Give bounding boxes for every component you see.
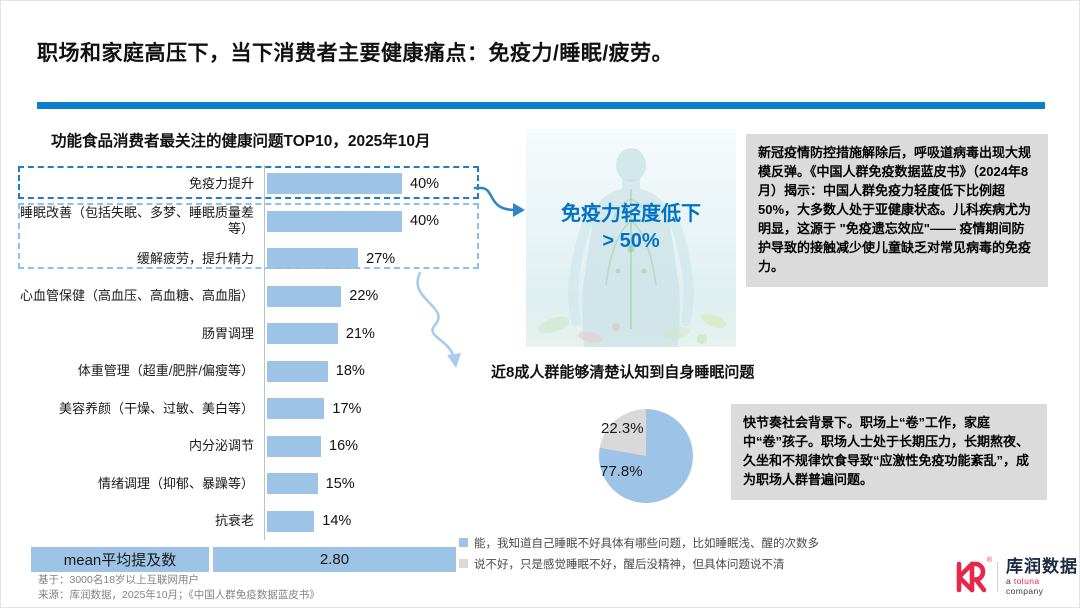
pie-chart-title: 近8成人群能够清楚认知到自身睡眠问题 [491,364,755,381]
human-silhouette-icon [538,148,727,347]
mean-row-value: 2.80 [213,547,456,572]
arrow-to-hero-icon [473,186,525,217]
bar-value-label: 18% [335,363,365,380]
bar-category-label: 缓解疲劳，提升精力 [136,250,254,266]
bar-row: 体重管理（超重/肥胖/偏瘦等） 18% [19,352,479,390]
hero-caption-line1: 免疫力轻度低下 [561,203,701,225]
bar-track: 21% [264,315,479,353]
callout-lifestyle: 快节奏社会背景下。职场上“卷”工作，家庭中“卷”孩子。职场人士处于长期压力，长期… [731,404,1047,500]
bar [267,398,325,420]
bar-row: 免疫力提升 40% [19,165,479,203]
logo-subtitle: a toluna company [1006,576,1079,596]
bar-track: 27% [264,240,479,278]
bar-row: 睡眠改善（包括失眠、多梦、睡眠质量差等） 40% [19,202,479,240]
bar-track: 22% [264,277,479,315]
logo-subtitle-suffix: company [1006,586,1044,597]
bar-track: 18% [264,352,479,390]
bar-rows: 免疫力提升 40% 睡眠改善（包括失眠、多梦、睡眠质量差等） 40% 缓解疲劳，提升精力… [19,165,479,540]
kurun-logo: ® 库润数据 a toluna company [951,557,1079,597]
bar-category-label: 体重管理（超重/肥胖/偏瘦等） [77,363,254,379]
legend-item: 说不好，只是感觉睡眠不好，醒后没精神，但具体问题说不清 [459,553,819,574]
bar-track: 14% [264,502,479,540]
bar-value-label: 22% [349,288,379,305]
bar-value-label: 15% [325,475,355,492]
title-divider [37,102,1045,109]
bar-track: 40% [264,202,479,240]
mean-row: mean平均提及数 2.80 [31,547,456,572]
bar-row: 情绪调理（抑郁、暴躁等） 15% [19,465,479,503]
logo-subtitle-prefix: a [1006,576,1014,587]
bar-value-label: 21% [345,325,375,342]
hero-caption: 免疫力轻度低下 > 50% [526,201,736,255]
bar-row: 肠胃调理 21% [19,315,479,353]
bar [267,173,402,195]
hero-caption-line2: > 50% [602,230,660,252]
bar-category-label: 肠胃调理 [201,325,254,341]
bar [267,285,342,307]
bar [267,323,338,345]
bar-category-label: 抗衰老 [214,513,254,529]
callout-immunity: 新冠疫情防控措施解除后，呼吸道病毒出现大规模反弹。《中国人群免疫数据蓝皮书》（2… [746,134,1048,287]
logo-name: 库润数据 [1006,556,1078,576]
kurun-logo-mark-icon: ® [951,557,992,597]
bar-value-label: 40% [410,175,440,192]
pie-legend: 能，我知道自己睡眠不好具体有哪些问题，比如睡眠浅、醒的次数多 说不好，只是感觉睡… [459,532,819,574]
logo-divider [997,562,998,592]
footnotes: 基于：3000名18岁以上互联网用户 来源：库润数据，2025年10月；《中国人… [38,573,320,602]
bar-row: 美容养颜（干燥、过敏、美白等） 17% [19,390,479,428]
bar-chart-title: 功能食品消费者最关注的健康问题TOP10，2025年10月 [51,133,431,150]
bar [267,473,318,495]
bar-category-label: 内分泌调节 [188,438,254,454]
bar-row: 抗衰老 14% [19,502,479,540]
footnote-base: 基于：3000名18岁以上互联网用户 [38,574,200,586]
bar-value-label: 17% [332,400,362,417]
bar-category-label: 情绪调理（抑郁、暴躁等） [97,475,254,491]
legend-label: 说不好，只是感觉睡眠不好，醒后没精神，但具体问题说不清 [474,558,785,571]
legend-swatch-blue [459,538,468,547]
bar-row: 心血管保健（高血压、高血糖、高血脂） 22% [19,277,479,315]
pie-chart [599,409,693,503]
footnote-source: 来源：库润数据，2025年10月；《中国人群免疫数据蓝皮书》 [38,588,320,601]
bar-track: 17% [264,390,479,428]
legend-swatch-gray [459,559,468,568]
page-title: 职场和家庭高压下，当下消费者主要健康痛点：免疫力/睡眠/疲劳。 [37,42,674,65]
bar-row: 缓解疲劳，提升精力 27% [19,240,479,278]
registered-mark-icon: ® [986,557,992,564]
bar-value-label: 40% [410,213,440,230]
bar [267,360,328,382]
bar [267,510,315,532]
bar [267,210,402,232]
logo-subtitle-brand: toluna [1013,576,1040,587]
bar-category-label: 心血管保健（高血压、高血糖、高血脂） [19,288,254,304]
bar-value-label: 14% [322,513,352,530]
legend-label: 能，我知道自己睡眠不好具体有哪些问题，比如睡眠浅、醒的次数多 [474,537,819,550]
bar-track: 40% [264,165,479,203]
bar-row: 内分泌调节 16% [19,427,479,465]
bar-value-label: 27% [366,250,396,267]
bar-track: 16% [264,427,479,465]
bar-category-label: 免疫力提升 [188,175,254,191]
bar-value-label: 16% [329,438,359,455]
legend-item: 能，我知道自己睡眠不好具体有哪些问题，比如睡眠浅、醒的次数多 [459,532,819,553]
bar-category-label: 美容养颜（干燥、过敏、美白等） [58,400,254,416]
immune-body-image: 免疫力轻度低下 > 50% [526,129,736,347]
mean-row-label: mean平均提及数 [31,547,209,572]
pie-slice-label-minor: 22.3% [601,420,644,437]
bar-track: 15% [264,465,479,503]
pie-slice-label-major: 77.8% [600,463,643,480]
bar [267,248,359,270]
bar-category-label: 睡眠改善（包括失眠、多梦、睡眠质量差等） [19,205,254,237]
bar [267,435,321,457]
